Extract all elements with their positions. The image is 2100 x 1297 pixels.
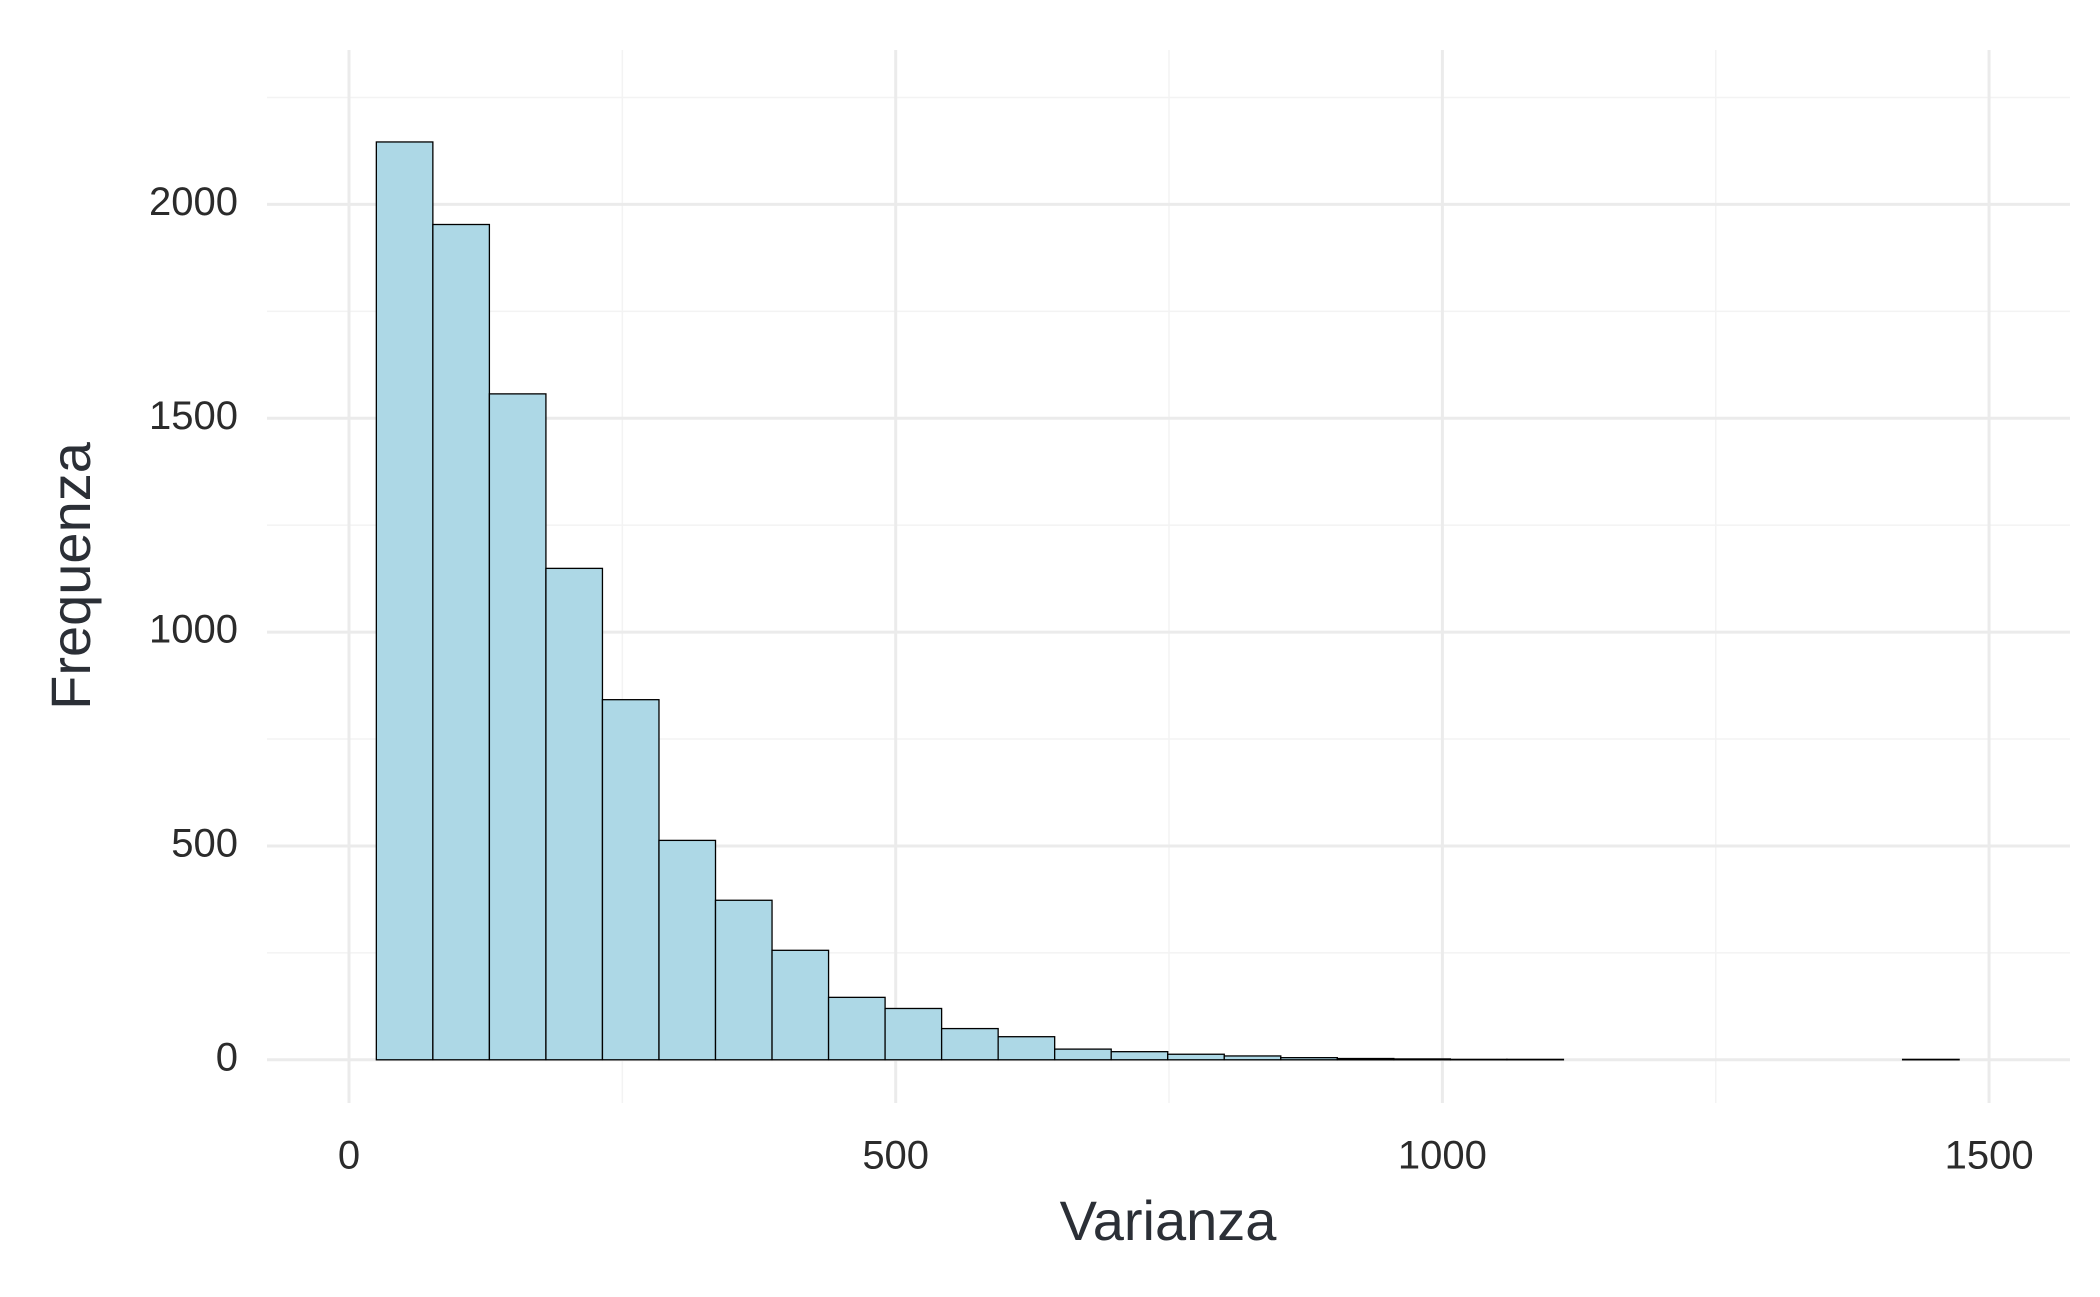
bar bbox=[1054, 1048, 1112, 1061]
bar bbox=[940, 1027, 999, 1061]
x-axis-title: Varianza bbox=[1060, 1189, 1278, 1252]
x-tick-label: 0 bbox=[338, 1134, 360, 1178]
y-tick-label: 0 bbox=[216, 1035, 238, 1079]
x-tick-label: 500 bbox=[862, 1134, 929, 1178]
bar bbox=[714, 899, 773, 1061]
bar bbox=[1393, 1058, 1452, 1061]
bar bbox=[884, 1007, 943, 1061]
bar bbox=[432, 223, 491, 1061]
bar bbox=[1223, 1055, 1282, 1061]
x-tick-label: 1500 bbox=[1945, 1134, 2034, 1178]
y-tick-label: 2000 bbox=[149, 180, 238, 224]
bar bbox=[771, 949, 830, 1061]
bar bbox=[601, 699, 660, 1061]
bar bbox=[997, 1036, 1056, 1061]
y-tick-label: 1000 bbox=[149, 608, 238, 652]
bar bbox=[658, 839, 717, 1061]
bar bbox=[827, 996, 886, 1061]
y-tick-label: 1500 bbox=[149, 394, 238, 438]
bar bbox=[1167, 1053, 1225, 1061]
y-tick-label: 500 bbox=[171, 822, 238, 866]
bar bbox=[1336, 1057, 1395, 1061]
bar bbox=[545, 567, 604, 1061]
bar bbox=[375, 141, 434, 1061]
bar bbox=[488, 393, 547, 1061]
bar bbox=[1280, 1057, 1338, 1061]
bar bbox=[1110, 1051, 1169, 1061]
y-axis-title: Frequenza bbox=[39, 441, 102, 710]
x-tick-label: 1000 bbox=[1398, 1134, 1487, 1178]
